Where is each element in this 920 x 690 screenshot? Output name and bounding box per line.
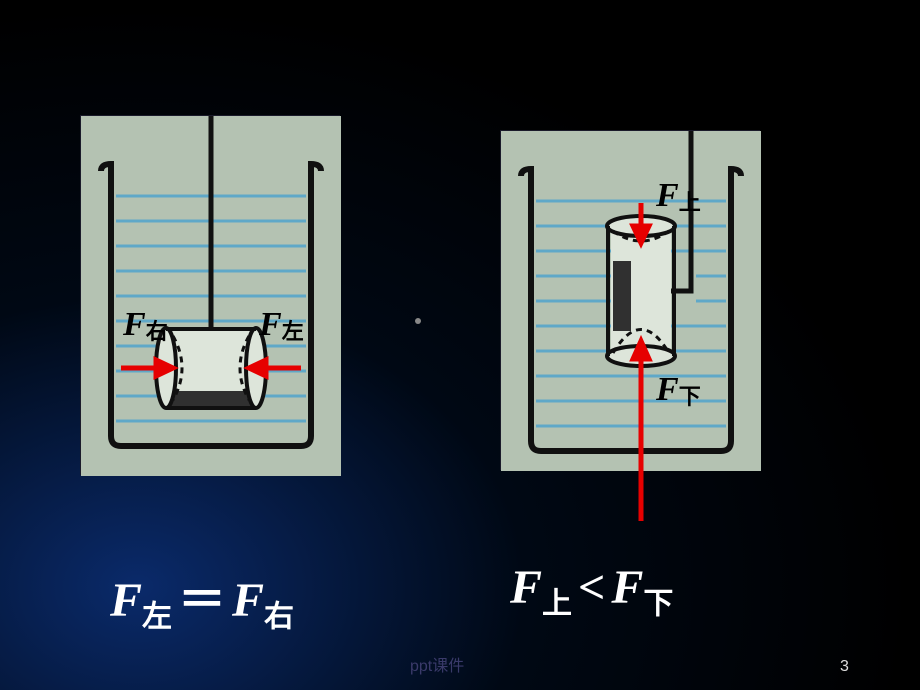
label-f-down: F下 — [656, 371, 701, 411]
page-number: 3 — [840, 658, 849, 676]
footer-label: ppt课件 — [410, 652, 464, 676]
equation-right: F上<F下 — [510, 560, 673, 623]
left-diagram: F右 F左 — [80, 115, 340, 475]
label-f-left: F左 — [259, 306, 304, 346]
equation-left: F左＝F右 — [110, 560, 294, 636]
right-diagram: F上 F下 — [500, 130, 760, 470]
label-f-right: F右 — [123, 306, 168, 346]
left-beaker-svg — [81, 116, 341, 476]
right-beaker-svg — [501, 131, 761, 526]
label-f-up: F上 — [656, 177, 701, 217]
center-dot — [415, 318, 421, 324]
